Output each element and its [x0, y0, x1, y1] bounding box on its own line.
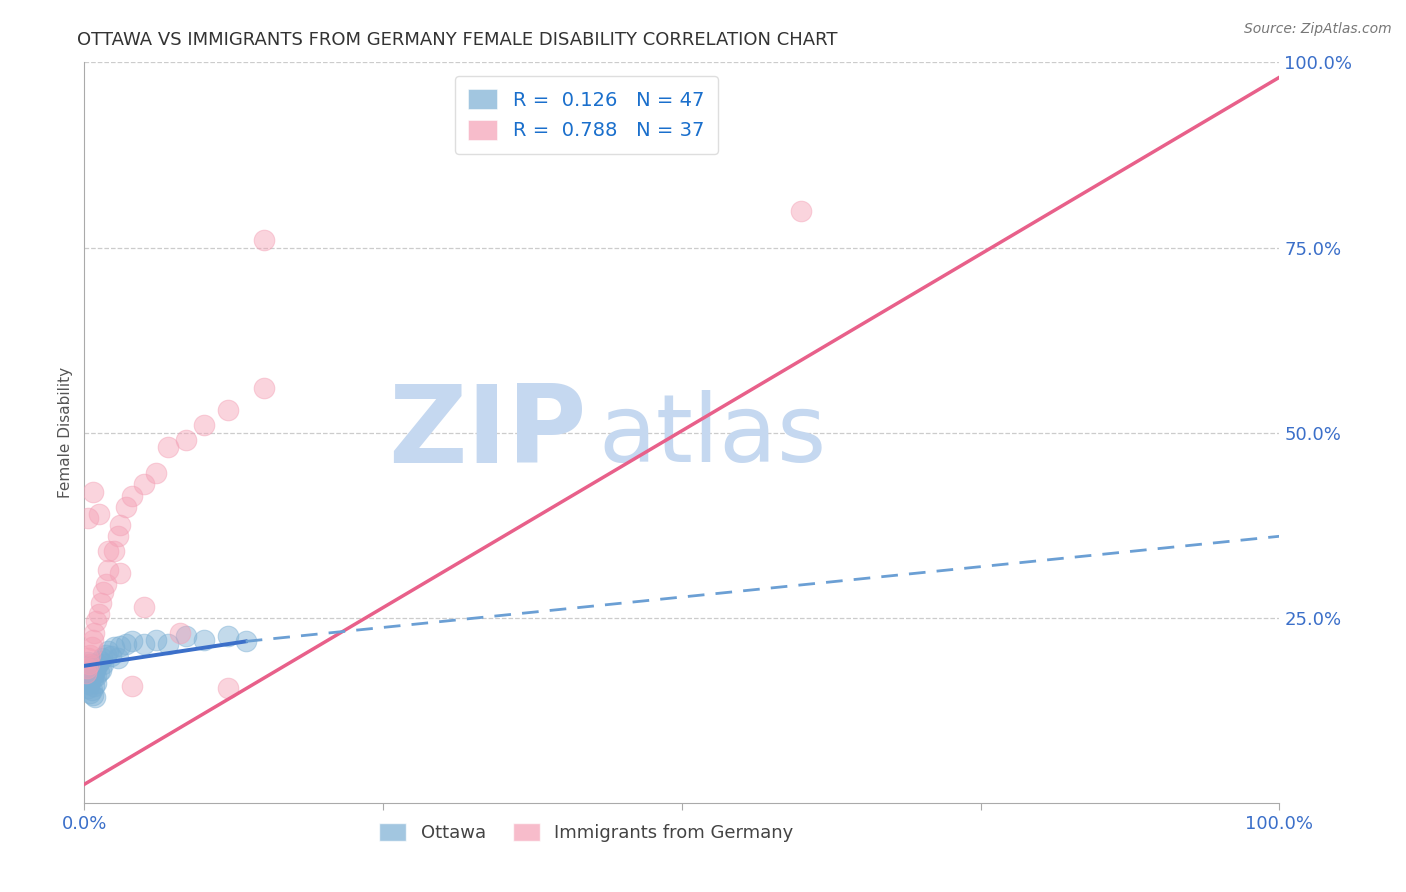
Text: ZIP: ZIP: [388, 380, 586, 485]
Point: [217, 681, 239, 695]
Legend: Ottawa, Immigrants from Germany: Ottawa, Immigrants from Germany: [371, 815, 801, 849]
Point: [115, 500, 138, 514]
Point: [77, 510, 100, 524]
Point: [145, 467, 167, 481]
Point: [217, 403, 239, 417]
Point: [132, 599, 156, 614]
Point: [75, 663, 97, 677]
Point: [253, 233, 276, 247]
Point: [97, 544, 120, 558]
Point: [169, 625, 191, 640]
Point: [83, 625, 105, 640]
Point: [115, 637, 138, 651]
Point: [82, 632, 104, 647]
Point: [790, 203, 813, 218]
Point: [94, 648, 117, 662]
Point: [193, 418, 215, 433]
Point: [132, 477, 156, 491]
Point: [253, 381, 276, 395]
Y-axis label: Female Disability: Female Disability: [58, 367, 73, 499]
Point: [90, 596, 112, 610]
Point: [86, 659, 108, 673]
Point: [79, 673, 101, 688]
Point: [107, 529, 129, 543]
Point: [193, 632, 215, 647]
Point: [174, 629, 197, 643]
Point: [82, 660, 104, 674]
Point: [80, 683, 103, 698]
Point: [87, 507, 110, 521]
Point: [110, 518, 132, 533]
Point: [174, 433, 197, 447]
Point: [75, 666, 97, 681]
Point: [100, 649, 122, 664]
Point: [157, 637, 180, 651]
Point: [79, 648, 101, 662]
Text: atlas: atlas: [599, 391, 827, 483]
Point: [132, 637, 156, 651]
Point: [235, 634, 257, 648]
Point: [77, 655, 100, 669]
Point: [83, 658, 105, 673]
Point: [217, 629, 239, 643]
Point: [76, 658, 98, 673]
Point: [121, 679, 143, 693]
Point: [145, 632, 167, 647]
Point: [82, 689, 104, 703]
Text: OTTAWA VS IMMIGRANTS FROM GERMANY FEMALE DISABILITY CORRELATION CHART: OTTAWA VS IMMIGRANTS FROM GERMANY FEMALE…: [77, 31, 838, 49]
Point: [103, 544, 125, 558]
Point: [86, 676, 108, 690]
Point: [91, 651, 114, 665]
Point: [94, 577, 117, 591]
Point: [80, 665, 103, 680]
Point: [82, 484, 104, 499]
Text: Source: ZipAtlas.com: Source: ZipAtlas.com: [1244, 22, 1392, 37]
Point: [86, 657, 108, 672]
Point: [77, 677, 100, 691]
Point: [121, 634, 143, 648]
Point: [77, 670, 100, 684]
Point: [80, 640, 103, 655]
Point: [157, 441, 180, 455]
Point: [121, 489, 143, 503]
Point: [79, 686, 101, 700]
Point: [86, 615, 108, 629]
Point: [77, 661, 100, 675]
Point: [80, 668, 103, 682]
Point: [77, 657, 100, 671]
Point: [103, 640, 125, 655]
Point: [77, 651, 100, 665]
Point: [77, 664, 100, 678]
Point: [86, 669, 108, 683]
Point: [77, 681, 100, 695]
Point: [107, 651, 129, 665]
Point: [76, 666, 98, 681]
Point: [76, 661, 98, 675]
Point: [97, 644, 120, 658]
Point: [90, 663, 112, 677]
Point: [83, 679, 105, 693]
Point: [84, 663, 107, 677]
Point: [87, 665, 110, 679]
Point: [89, 654, 111, 668]
Point: [110, 639, 132, 653]
Point: [93, 584, 115, 599]
Point: [93, 657, 115, 671]
Point: [82, 671, 104, 685]
Point: [87, 607, 110, 621]
Point: [97, 563, 120, 577]
Point: [84, 690, 107, 704]
Point: [110, 566, 132, 581]
Point: [79, 657, 101, 671]
Point: [83, 667, 105, 681]
